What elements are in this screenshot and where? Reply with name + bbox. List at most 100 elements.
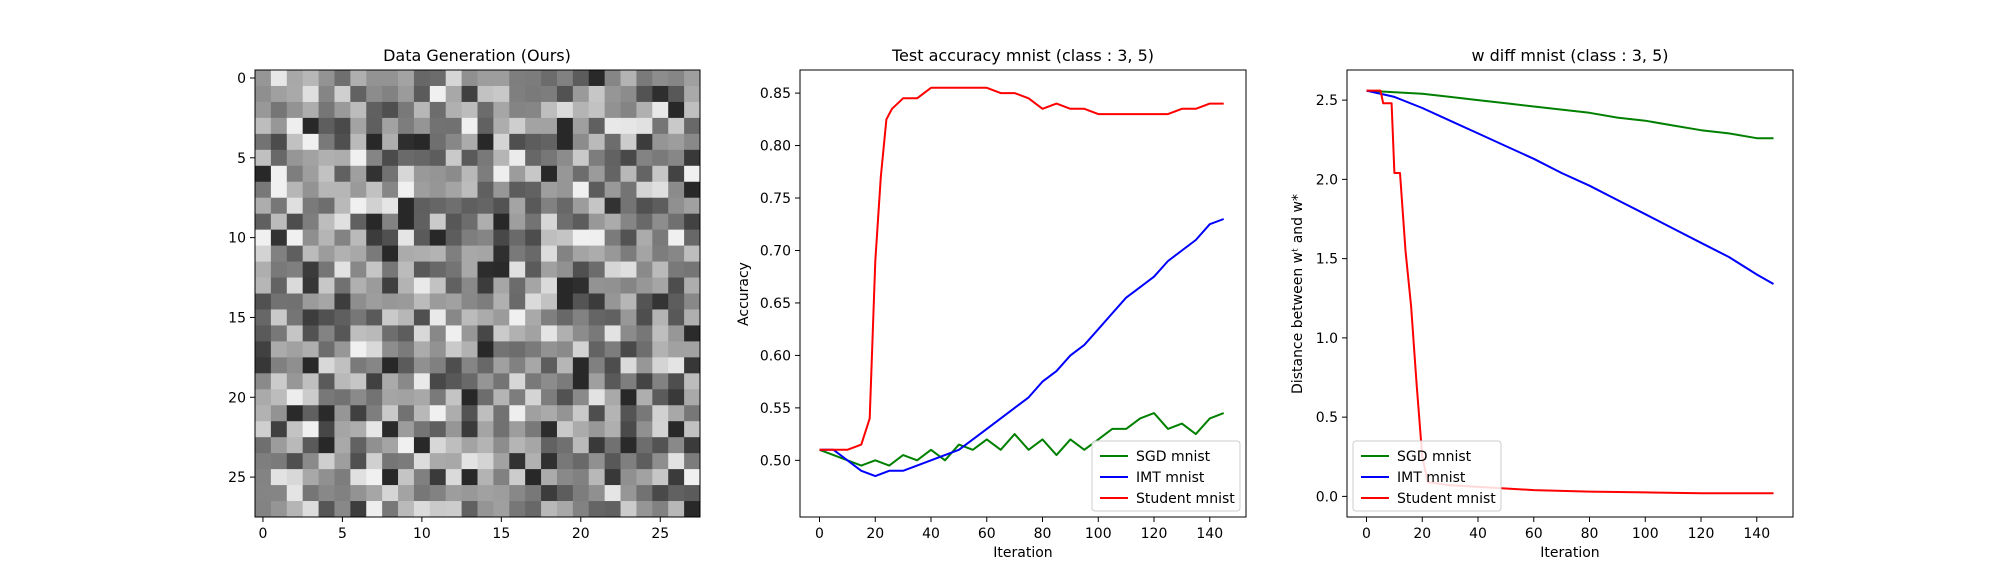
heatmap-cell <box>493 277 510 294</box>
heatmap-cell <box>509 149 526 167</box>
heatmap-cell <box>572 437 590 454</box>
heatmap-cell <box>684 277 701 294</box>
heatmap-cell <box>255 70 272 87</box>
heatmap-cell <box>334 421 351 438</box>
heatmap-cell <box>318 261 335 278</box>
heatmap-cell <box>684 165 701 183</box>
heatmap-cell <box>525 453 542 470</box>
heatmap-cell <box>604 421 621 438</box>
heatmap-cell <box>556 277 574 294</box>
heatmap-cell <box>318 405 335 422</box>
heatmap-cell <box>572 325 590 342</box>
heatmap-cell <box>318 229 335 246</box>
heatmap-cell <box>413 261 431 278</box>
heatmap-cell <box>509 357 526 374</box>
heatmap-cell <box>636 277 653 294</box>
heatmap-cell <box>668 325 685 342</box>
heatmap-cell <box>382 213 399 231</box>
heatmap-cell <box>270 421 288 438</box>
heatmap-cell <box>509 325 526 342</box>
heatmap-cell <box>382 389 399 406</box>
heatmap-cell <box>398 245 415 262</box>
x-tick-label: 20 <box>1413 526 1431 542</box>
legend-label: SGD mnist <box>1397 449 1472 465</box>
heatmap-cell <box>366 213 383 231</box>
heatmap-cell <box>270 453 288 470</box>
heatmap-cell <box>525 325 542 342</box>
heatmap-cell <box>509 277 526 294</box>
heatmap-cell <box>255 325 272 342</box>
x-tick-label: 20 <box>572 526 590 542</box>
heatmap-cell <box>556 405 574 422</box>
y-tick-label: 5 <box>237 151 246 167</box>
heatmap-cell <box>255 197 272 215</box>
heatmap-cell <box>286 325 304 342</box>
x-tick-label: 100 <box>1632 526 1659 542</box>
heatmap-cell <box>302 277 319 294</box>
heatmap-cell <box>556 357 574 374</box>
heatmap-cell <box>286 101 304 119</box>
heatmap-cell <box>684 437 701 454</box>
heatmap-cell <box>493 325 510 342</box>
heatmap-cell <box>334 357 351 374</box>
panel-3-frame <box>1346 69 1794 518</box>
heatmap-cell <box>509 165 526 183</box>
heatmap-cell <box>588 85 606 103</box>
heatmap-cell <box>604 70 621 87</box>
heatmap-cell <box>350 101 367 119</box>
heatmap-cell <box>255 293 272 310</box>
heatmap-cell <box>382 197 399 215</box>
heatmap-cell <box>255 309 272 326</box>
heatmap-cell <box>461 485 478 502</box>
heatmap-cell <box>429 293 447 310</box>
heatmap-cell <box>318 277 335 294</box>
heatmap-cell <box>477 421 494 438</box>
heatmap-cell <box>270 293 288 310</box>
heatmap-cell <box>270 70 288 87</box>
heatmap-cell <box>652 501 669 518</box>
heatmap-cell <box>668 70 685 87</box>
heatmap-cell <box>572 181 590 199</box>
heatmap-cell <box>509 229 526 246</box>
heatmap-cell <box>255 421 272 438</box>
heatmap-cell <box>429 501 447 518</box>
heatmap-cell <box>588 501 606 518</box>
heatmap-cell <box>429 373 447 390</box>
heatmap-cell <box>334 149 351 167</box>
heatmap-cell <box>334 389 351 406</box>
heatmap-cell <box>556 101 574 119</box>
series-line-3 <box>1366 89 1774 495</box>
heatmap-cell <box>302 101 319 119</box>
heatmap-cell <box>255 277 272 294</box>
heatmap-cell <box>668 197 685 215</box>
heatmap-cell <box>302 70 319 87</box>
heatmap-cell <box>652 309 669 326</box>
heatmap-cell <box>477 149 494 167</box>
heatmap-cell <box>302 149 319 167</box>
heatmap-cell <box>668 405 685 422</box>
heatmap-cell <box>413 197 431 215</box>
heatmap-cell <box>572 373 590 390</box>
x-tick-label: 120 <box>1141 526 1168 542</box>
heatmap-cell <box>270 181 288 199</box>
heatmap-cell <box>445 277 462 294</box>
heatmap-cell <box>429 277 447 294</box>
heatmap-cell <box>270 357 288 374</box>
heatmap-cell <box>477 261 494 278</box>
heatmap-cell <box>477 453 494 470</box>
heatmap-cell <box>350 133 367 151</box>
heatmap-cell <box>286 165 304 183</box>
heatmap-cell <box>493 197 510 215</box>
heatmap-cell <box>652 325 669 342</box>
heatmap-cell <box>636 389 653 406</box>
heatmap-cell <box>270 325 288 342</box>
heatmap-cell <box>429 117 447 135</box>
heatmap-cell <box>398 405 415 422</box>
heatmap-cell <box>429 357 447 374</box>
heatmap-cell <box>477 181 494 199</box>
heatmap-cell <box>684 133 701 151</box>
heatmap-cell <box>382 229 399 246</box>
heatmap-cell <box>509 245 526 262</box>
heatmap-cell <box>604 293 621 310</box>
heatmap-cell <box>334 213 351 231</box>
